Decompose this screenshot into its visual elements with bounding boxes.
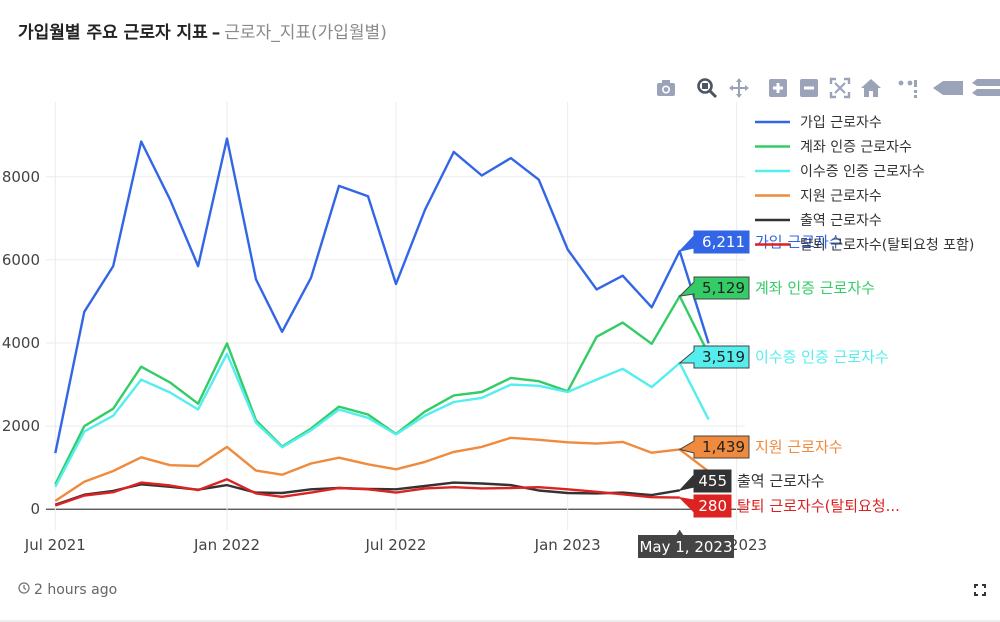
hover-x-box xyxy=(638,535,734,558)
hover-series-name: 이수증 인증 근로자수 xyxy=(755,348,889,366)
y-tick-label: 2000 xyxy=(2,417,40,435)
zoom-icon[interactable] xyxy=(695,76,719,100)
hover-box xyxy=(678,494,732,518)
series-line xyxy=(54,137,710,454)
hover-series-name: 지원 근로자수 xyxy=(755,438,843,456)
camera-icon[interactable] xyxy=(654,76,678,100)
hover-closest-icon[interactable] xyxy=(931,76,965,100)
series-line xyxy=(54,478,680,507)
series-line xyxy=(54,294,710,485)
hover-series-name: 출역 근로자수 xyxy=(737,472,825,490)
x-tick-label: Jul 2022 xyxy=(364,536,426,554)
y-axis: 0 2000 4000 6000 8000 xyxy=(2,168,40,518)
chart-title: 가입월별 주요 근로자 지표 xyxy=(18,23,208,43)
hover-value: 6,211 xyxy=(702,233,745,251)
hover-box xyxy=(678,230,750,254)
chart-header: 가입월별 주요 근로자 지표 – 근로자_지표(가입월별) xyxy=(18,18,387,43)
legend-label: 이수증 인증 근로자수 xyxy=(800,164,925,180)
series-line xyxy=(54,352,710,488)
divider xyxy=(0,620,1000,622)
history-icon xyxy=(18,582,30,598)
pan-icon[interactable] xyxy=(727,76,751,100)
hover-series-name: 가입 근로자수 xyxy=(755,233,843,251)
hover-series-name: 계좌 인증 근로자수 xyxy=(755,279,875,297)
y-tick-label: 0 xyxy=(30,500,40,518)
y-tick-label: 8000 xyxy=(2,168,40,186)
hover-layer: May 1, 2023 6,211 가입 근로자수 5,129 계좌 인증 근로자수 3,… xyxy=(638,230,900,558)
x-tick-label: Jan 2022 xyxy=(193,536,260,554)
hover-box xyxy=(678,435,750,459)
zoom-in-icon[interactable] xyxy=(766,76,790,100)
fullscreen-icon[interactable] xyxy=(972,582,988,598)
hover-box xyxy=(678,276,750,300)
hover-box xyxy=(678,469,732,493)
series-line xyxy=(54,481,680,506)
hover-value: 1,439 xyxy=(702,438,745,456)
legend-label: 지원 근로자수 xyxy=(800,189,882,205)
zoom-out-icon[interactable] xyxy=(797,76,821,100)
spike-lines-icon[interactable] xyxy=(896,76,920,100)
x-tick-label: Jul 2021 xyxy=(24,536,86,554)
legend-label: 출역 근로자수 xyxy=(800,213,882,229)
legend-label: 계좌 인증 근로자수 xyxy=(800,140,912,156)
x-axis: Jul 2021 Jan 2022 Jul 2022 Jan 2023 Jul 2023 xyxy=(24,536,767,554)
legend-label: 가입 근로자수 xyxy=(800,115,882,131)
updated-time: 2 hours ago xyxy=(34,582,118,598)
hover-x-label: May 1, 2023 xyxy=(639,538,732,556)
chart-subtitle: 근로자_지표(가입월별) xyxy=(224,23,387,43)
x-tick-label: Jan 2023 xyxy=(534,536,601,554)
hover-compare-icon[interactable] xyxy=(970,76,1000,100)
autoscale-icon[interactable] xyxy=(828,76,852,100)
footer: 2 hours ago xyxy=(18,582,117,598)
series-line xyxy=(54,436,710,502)
title-separator: – xyxy=(211,23,221,43)
y-tick-label: 6000 xyxy=(2,251,40,269)
home-icon[interactable] xyxy=(859,76,883,100)
hover-value: 3,519 xyxy=(702,348,745,366)
hover-series-name: 탈퇴 근로자수(탈퇴요청... xyxy=(737,497,900,515)
hover-value: 5,129 xyxy=(702,279,745,297)
chart-series xyxy=(54,137,710,507)
legend-label: 탈퇴 근로자수(탈퇴요청 포함) xyxy=(800,238,974,254)
hover-value: 280 xyxy=(698,497,727,515)
chart-grid xyxy=(46,102,745,530)
hover-value: 455 xyxy=(698,472,727,490)
hover-box xyxy=(678,345,750,369)
y-tick-label: 4000 xyxy=(2,334,40,352)
